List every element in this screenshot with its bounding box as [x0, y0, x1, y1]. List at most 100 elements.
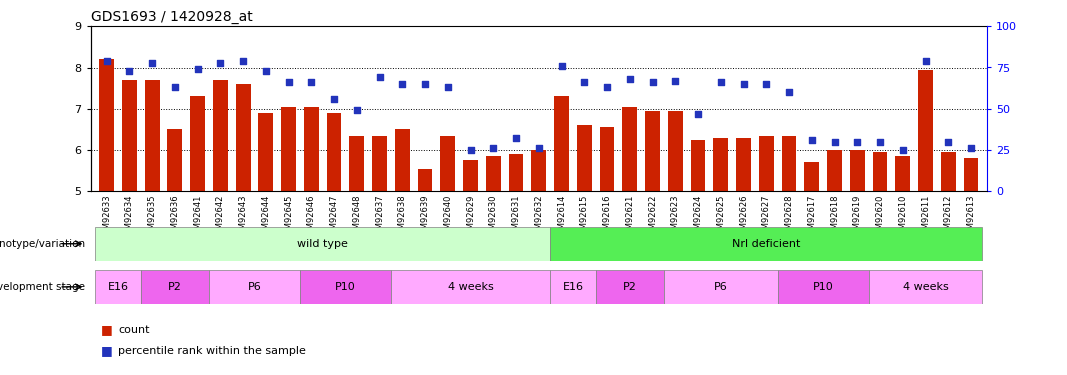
Point — [144, 60, 161, 66]
Text: GSM92610: GSM92610 — [898, 195, 907, 240]
Text: GSM92642: GSM92642 — [216, 195, 225, 240]
Bar — [595, 270, 664, 304]
Text: development stage: development stage — [0, 282, 85, 292]
Text: GSM92614: GSM92614 — [557, 195, 567, 240]
Bar — [850, 150, 864, 191]
Point — [576, 80, 593, 86]
Text: E16: E16 — [562, 282, 584, 292]
Bar — [190, 96, 205, 191]
Point — [962, 146, 980, 152]
Point — [394, 81, 411, 87]
Bar — [168, 129, 182, 191]
Text: ■: ■ — [101, 324, 117, 336]
Bar — [668, 111, 683, 191]
Text: GSM92647: GSM92647 — [330, 195, 338, 240]
Bar — [577, 125, 592, 191]
Point — [803, 137, 821, 143]
Bar — [372, 136, 387, 191]
Point — [212, 60, 229, 66]
Bar — [895, 156, 910, 191]
Point — [484, 146, 501, 152]
Point — [894, 147, 911, 153]
Text: P2: P2 — [623, 282, 637, 292]
Bar — [964, 158, 978, 191]
Bar — [646, 111, 660, 191]
Bar — [759, 136, 774, 191]
Point — [848, 139, 865, 145]
Point — [644, 80, 662, 86]
Point — [416, 81, 433, 87]
Text: P2: P2 — [168, 282, 181, 292]
Bar — [941, 152, 956, 191]
Text: GSM92629: GSM92629 — [466, 195, 475, 240]
Text: GSM92634: GSM92634 — [125, 195, 133, 240]
Point — [462, 147, 479, 153]
Text: count: count — [118, 325, 150, 335]
Point — [940, 139, 957, 145]
Point — [689, 111, 706, 117]
Bar — [95, 227, 551, 261]
Bar — [145, 80, 159, 191]
Text: GSM92643: GSM92643 — [239, 195, 248, 240]
Point — [621, 76, 638, 82]
Text: GSM92623: GSM92623 — [671, 195, 680, 240]
Bar — [664, 270, 778, 304]
Text: GSM92612: GSM92612 — [944, 195, 953, 240]
Point — [826, 139, 843, 145]
Text: wild type: wild type — [298, 239, 348, 249]
Bar — [622, 106, 637, 191]
Text: GSM92627: GSM92627 — [762, 195, 770, 240]
Point — [166, 84, 184, 90]
Point — [508, 135, 525, 141]
Point — [98, 58, 115, 64]
Bar — [213, 80, 227, 191]
Point — [121, 68, 138, 74]
Bar — [827, 150, 842, 191]
Text: GSM92611: GSM92611 — [921, 195, 930, 240]
Text: genotype/variation: genotype/variation — [0, 239, 85, 249]
Point — [530, 146, 547, 152]
Text: 4 weeks: 4 weeks — [448, 282, 493, 292]
Point — [599, 84, 616, 90]
Text: P10: P10 — [335, 282, 356, 292]
Bar — [485, 156, 500, 191]
Text: GSM92616: GSM92616 — [603, 195, 611, 240]
Bar — [282, 106, 296, 191]
Text: GSM92620: GSM92620 — [876, 195, 885, 240]
Text: GSM92646: GSM92646 — [307, 195, 316, 240]
Text: GSM92622: GSM92622 — [648, 195, 657, 240]
Point — [303, 80, 320, 86]
Bar — [258, 113, 273, 191]
Bar — [304, 106, 319, 191]
Bar — [209, 270, 300, 304]
Point — [348, 107, 365, 113]
Text: GSM92645: GSM92645 — [284, 195, 293, 240]
Point — [257, 68, 274, 74]
Text: ■: ■ — [101, 344, 117, 357]
Bar — [122, 80, 137, 191]
Text: E16: E16 — [108, 282, 128, 292]
Bar — [869, 270, 983, 304]
Text: GSM92625: GSM92625 — [716, 195, 726, 240]
Bar — [463, 160, 478, 191]
Text: GSM92640: GSM92640 — [444, 195, 452, 240]
Point — [553, 63, 570, 69]
Text: P10: P10 — [813, 282, 833, 292]
Text: GSM92636: GSM92636 — [171, 195, 179, 240]
Point — [440, 84, 457, 90]
Text: GSM92630: GSM92630 — [489, 195, 498, 240]
Text: GDS1693 / 1420928_at: GDS1693 / 1420928_at — [91, 10, 253, 24]
Point — [667, 78, 684, 84]
Point — [713, 80, 730, 86]
Text: GSM92619: GSM92619 — [853, 195, 862, 240]
Text: GSM92633: GSM92633 — [102, 195, 111, 240]
Bar — [714, 138, 728, 191]
Text: GSM92621: GSM92621 — [625, 195, 634, 240]
Text: Nrl deficient: Nrl deficient — [732, 239, 800, 249]
Text: GSM92635: GSM92635 — [147, 195, 157, 240]
Bar — [778, 270, 869, 304]
Point — [781, 89, 798, 95]
Point — [917, 58, 934, 64]
Bar — [350, 136, 364, 191]
Point — [371, 74, 388, 80]
